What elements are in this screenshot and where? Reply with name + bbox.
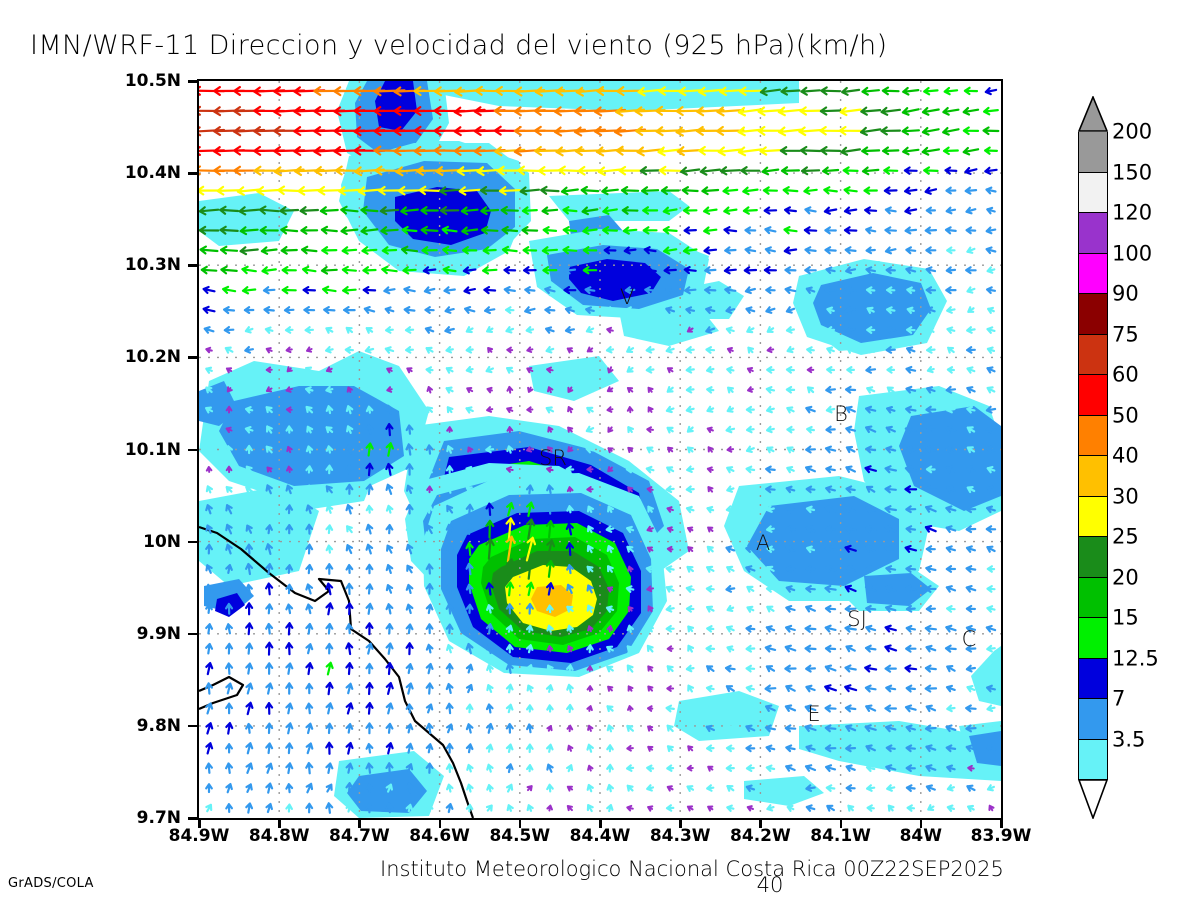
x-axis-tick: [358, 818, 361, 828]
x-axis-tick: [438, 818, 442, 828]
x-axis-tick-label: 84.1W: [810, 826, 871, 846]
y-axis-tick-label: 10.3N: [124, 255, 181, 276]
colorbar-tick-label: 15: [1112, 605, 1139, 630]
y-axis-tick-label: 10.5N: [124, 71, 181, 91]
x-axis-tick: [1000, 818, 1003, 828]
colorbar-tick-label: 3.5: [1112, 727, 1146, 752]
colorbar-tick-label: 200: [1112, 119, 1153, 144]
y-axis-tick-label: 10.2N: [124, 347, 181, 368]
y-axis-tick-label: 9.8N: [136, 715, 181, 736]
y-axis-tick-label: 9.7N: [136, 808, 181, 828]
colorbar-segment: [1078, 132, 1108, 173]
y-axis-tick: [188, 264, 197, 267]
colorbar-segment: [1078, 415, 1108, 456]
x-axis-tick-label: 84W: [899, 826, 943, 846]
x-axis-tick-label: 84.5W: [489, 826, 551, 846]
colorbar-segment: [1078, 496, 1108, 537]
wind-field-svg: [199, 81, 1001, 818]
grads-credit: GrADS/COLA: [8, 876, 94, 891]
x-axis-tick-label: 84.8W: [248, 826, 310, 846]
x-axis-tick-label: 84.9W: [168, 826, 230, 846]
y-axis-tick: [188, 817, 197, 820]
colorbar-segment: [1078, 294, 1108, 335]
x-axis-tick: [919, 818, 923, 828]
colorbar-tick-label: 25: [1112, 524, 1139, 549]
colorbar-segment: [1078, 739, 1108, 780]
colorbar-tick-label: 20: [1112, 565, 1139, 590]
colorbar-segment: [1078, 253, 1108, 294]
x-axis-tick: [198, 818, 201, 828]
wind-vector-field: [199, 85, 1000, 814]
y-axis-tick-label: 9.9N: [136, 623, 181, 644]
colorbar-segment: [1078, 375, 1108, 416]
y-axis-tick-label: 10N: [143, 531, 181, 552]
colorbar-segment: [1078, 618, 1108, 659]
colorbar-tick-label: 60: [1112, 362, 1139, 387]
x-axis-tick-label: 84.4W: [569, 826, 631, 846]
x-axis-tick-label: 84.6W: [409, 826, 470, 846]
y-axis-tick: [188, 80, 197, 83]
colorbar-tick-label: 12.5: [1112, 646, 1159, 671]
figure-number: 40: [756, 873, 784, 897]
colorbar-tick-label: 50: [1112, 403, 1139, 428]
x-axis-tick: [839, 818, 843, 828]
page-title: IMN/WRF-11 Direccion y velocidad del vie…: [30, 30, 888, 61]
y-axis-tick: [188, 540, 197, 544]
colorbar-segment: [1078, 213, 1108, 254]
y-axis-tick: [188, 724, 197, 728]
colorbar-tick-label: 7: [1112, 686, 1126, 711]
footer-institute: Instituto Meteorologico Nacional Costa R…: [380, 857, 1004, 881]
x-axis-tick-label: 84.3W: [649, 826, 711, 846]
x-axis-tick-label: 83.9W: [970, 826, 1032, 846]
colorbar-tick-label: 120: [1112, 200, 1153, 225]
colorbar: 200 150 120 100 90 75 60 50 40 30 25 20 15 12.5 7 3.5: [1077, 94, 1159, 821]
x-axis-tick: [518, 818, 522, 828]
y-axis-tick: [188, 448, 197, 451]
colorbar-tick-label: 150: [1112, 160, 1153, 185]
colorbar-segment: [1078, 537, 1108, 578]
x-axis-tick: [599, 818, 602, 828]
colorbar-tick-label: 75: [1112, 322, 1139, 347]
colorbar-tick-label: 90: [1112, 281, 1139, 306]
colorbar-top-arrow: [1077, 94, 1109, 132]
x-axis-tick: [679, 818, 682, 828]
colorbar-tick-label: 40: [1112, 443, 1139, 468]
colorbar-segment: [1078, 456, 1108, 497]
y-axis-tick: [188, 356, 197, 359]
x-axis-tick: [759, 818, 762, 828]
colorbar-tick-label: 100: [1112, 241, 1153, 266]
x-axis-tick-label: 84.2W: [730, 826, 791, 846]
colorbar-segment: [1078, 334, 1108, 375]
y-axis-tick: [188, 172, 197, 175]
colorbar-segment: [1078, 172, 1108, 213]
coastline: [199, 525, 475, 818]
x-axis-tick: [278, 818, 281, 828]
colorbar-bottom-arrow: [1077, 779, 1109, 821]
y-axis-tick-label: 10.4N: [124, 163, 181, 184]
y-axis-tick: [188, 632, 197, 636]
colorbar-segment: [1078, 577, 1108, 618]
colorbar-segment: [1078, 658, 1108, 699]
colorbar-tick-label: 30: [1112, 484, 1139, 509]
y-axis-tick-label: 10.1N: [124, 439, 181, 460]
colorbar-segment: [1078, 699, 1108, 740]
map-plot-area: V B SR A SJ C E: [197, 79, 1003, 820]
x-axis-tick-label: 84.7W: [329, 826, 390, 846]
